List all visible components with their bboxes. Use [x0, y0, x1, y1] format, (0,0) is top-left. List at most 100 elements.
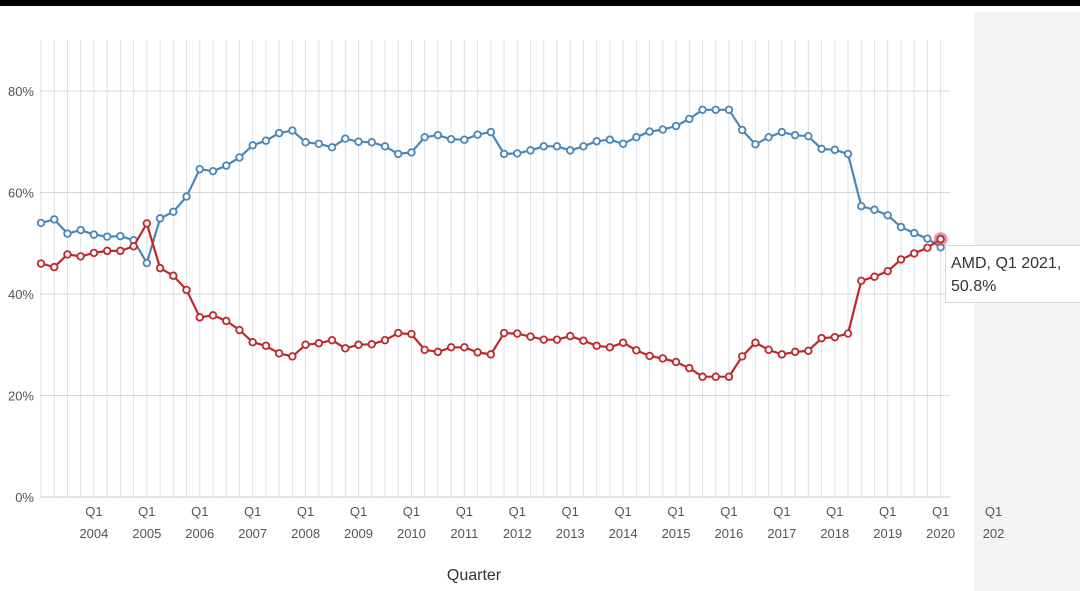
data-point[interactable]: [592, 341, 601, 350]
data-point[interactable]: [446, 343, 456, 352]
data-point[interactable]: [737, 125, 747, 135]
data-point[interactable]: [394, 328, 403, 338]
data-point[interactable]: [790, 347, 800, 357]
data-point[interactable]: [314, 139, 324, 148]
data-point[interactable]: [843, 149, 853, 159]
data-point[interactable]: [685, 114, 694, 124]
data-point[interactable]: [36, 218, 46, 228]
data-point[interactable]: [618, 338, 628, 347]
data-point[interactable]: [327, 335, 337, 345]
data-point[interactable]: [222, 316, 231, 326]
data-point[interactable]: [605, 343, 615, 352]
data-point[interactable]: [896, 255, 906, 264]
hover-point[interactable]: [936, 234, 945, 244]
data-point[interactable]: [208, 166, 218, 176]
data-point[interactable]: [552, 142, 562, 151]
data-point[interactable]: [460, 343, 469, 352]
data-point[interactable]: [195, 164, 204, 174]
data-point[interactable]: [354, 137, 363, 146]
data-point[interactable]: [433, 130, 443, 140]
data-point[interactable]: [50, 262, 59, 272]
data-point[interactable]: [420, 345, 429, 355]
data-point[interactable]: [790, 130, 800, 140]
data-point[interactable]: [182, 285, 191, 295]
data-point[interactable]: [76, 252, 85, 261]
data-point[interactable]: [499, 149, 509, 159]
data-point[interactable]: [50, 215, 59, 224]
data-point[interactable]: [870, 205, 879, 214]
data-point[interactable]: [777, 127, 787, 137]
data-point[interactable]: [883, 211, 892, 220]
data-point[interactable]: [539, 142, 548, 151]
data-point[interactable]: [513, 329, 522, 338]
data-point[interactable]: [552, 335, 562, 344]
data-point[interactable]: [76, 225, 85, 235]
data-point[interactable]: [804, 346, 813, 356]
data-point[interactable]: [870, 272, 879, 281]
data-point[interactable]: [169, 271, 178, 280]
data-point[interactable]: [116, 231, 125, 241]
data-point[interactable]: [923, 234, 932, 243]
data-point[interactable]: [711, 105, 720, 114]
data-point[interactable]: [632, 346, 641, 355]
data-point[interactable]: [618, 139, 628, 148]
data-point[interactable]: [89, 248, 99, 258]
data-point[interactable]: [433, 347, 443, 357]
data-point[interactable]: [446, 135, 456, 144]
data-point[interactable]: [116, 246, 125, 256]
data-point[interactable]: [301, 138, 310, 147]
data-point[interactable]: [658, 354, 668, 363]
data-point[interactable]: [327, 143, 337, 152]
data-point[interactable]: [486, 127, 496, 137]
data-point[interactable]: [274, 128, 284, 138]
data-point[interactable]: [155, 214, 165, 223]
data-point[interactable]: [724, 372, 734, 381]
data-point[interactable]: [526, 146, 535, 155]
data-point[interactable]: [645, 351, 654, 361]
data-point[interactable]: [857, 276, 866, 286]
data-point[interactable]: [288, 352, 297, 361]
data-point[interactable]: [804, 131, 813, 141]
data-point[interactable]: [380, 142, 390, 151]
data-point[interactable]: [764, 345, 773, 355]
data-point[interactable]: [883, 266, 892, 276]
data-point[interactable]: [155, 263, 165, 273]
data-point[interactable]: [63, 229, 72, 238]
data-point[interactable]: [235, 153, 244, 162]
data-point[interactable]: [274, 349, 284, 358]
data-point[interactable]: [499, 328, 509, 338]
data-point[interactable]: [923, 243, 932, 253]
data-point[interactable]: [592, 137, 601, 146]
data-point[interactable]: [314, 339, 324, 348]
data-point[interactable]: [764, 132, 773, 142]
data-point[interactable]: [539, 335, 548, 344]
data-point[interactable]: [486, 350, 496, 359]
data-point[interactable]: [566, 146, 575, 155]
data-point[interactable]: [698, 105, 707, 114]
data-point[interactable]: [513, 149, 522, 158]
data-point[interactable]: [288, 126, 297, 135]
data-point[interactable]: [460, 135, 469, 144]
data-point[interactable]: [248, 141, 257, 150]
data-point[interactable]: [102, 246, 112, 256]
data-point[interactable]: [102, 232, 112, 241]
data-point[interactable]: [129, 242, 138, 251]
data-point[interactable]: [261, 136, 271, 145]
data-point[interactable]: [737, 352, 747, 361]
data-point[interactable]: [341, 134, 350, 143]
data-point[interactable]: [235, 325, 244, 335]
data-point[interactable]: [817, 333, 826, 343]
data-point[interactable]: [182, 192, 191, 201]
data-point[interactable]: [142, 258, 152, 268]
data-point[interactable]: [301, 340, 310, 349]
data-point[interactable]: [222, 161, 231, 170]
data-point[interactable]: [195, 313, 204, 322]
data-point[interactable]: [142, 219, 152, 228]
data-point[interactable]: [896, 222, 906, 232]
data-point[interactable]: [367, 138, 376, 147]
data-point[interactable]: [341, 344, 350, 353]
data-point[interactable]: [208, 311, 218, 320]
data-point[interactable]: [367, 340, 376, 349]
data-point[interactable]: [909, 249, 919, 258]
data-point[interactable]: [711, 372, 720, 381]
